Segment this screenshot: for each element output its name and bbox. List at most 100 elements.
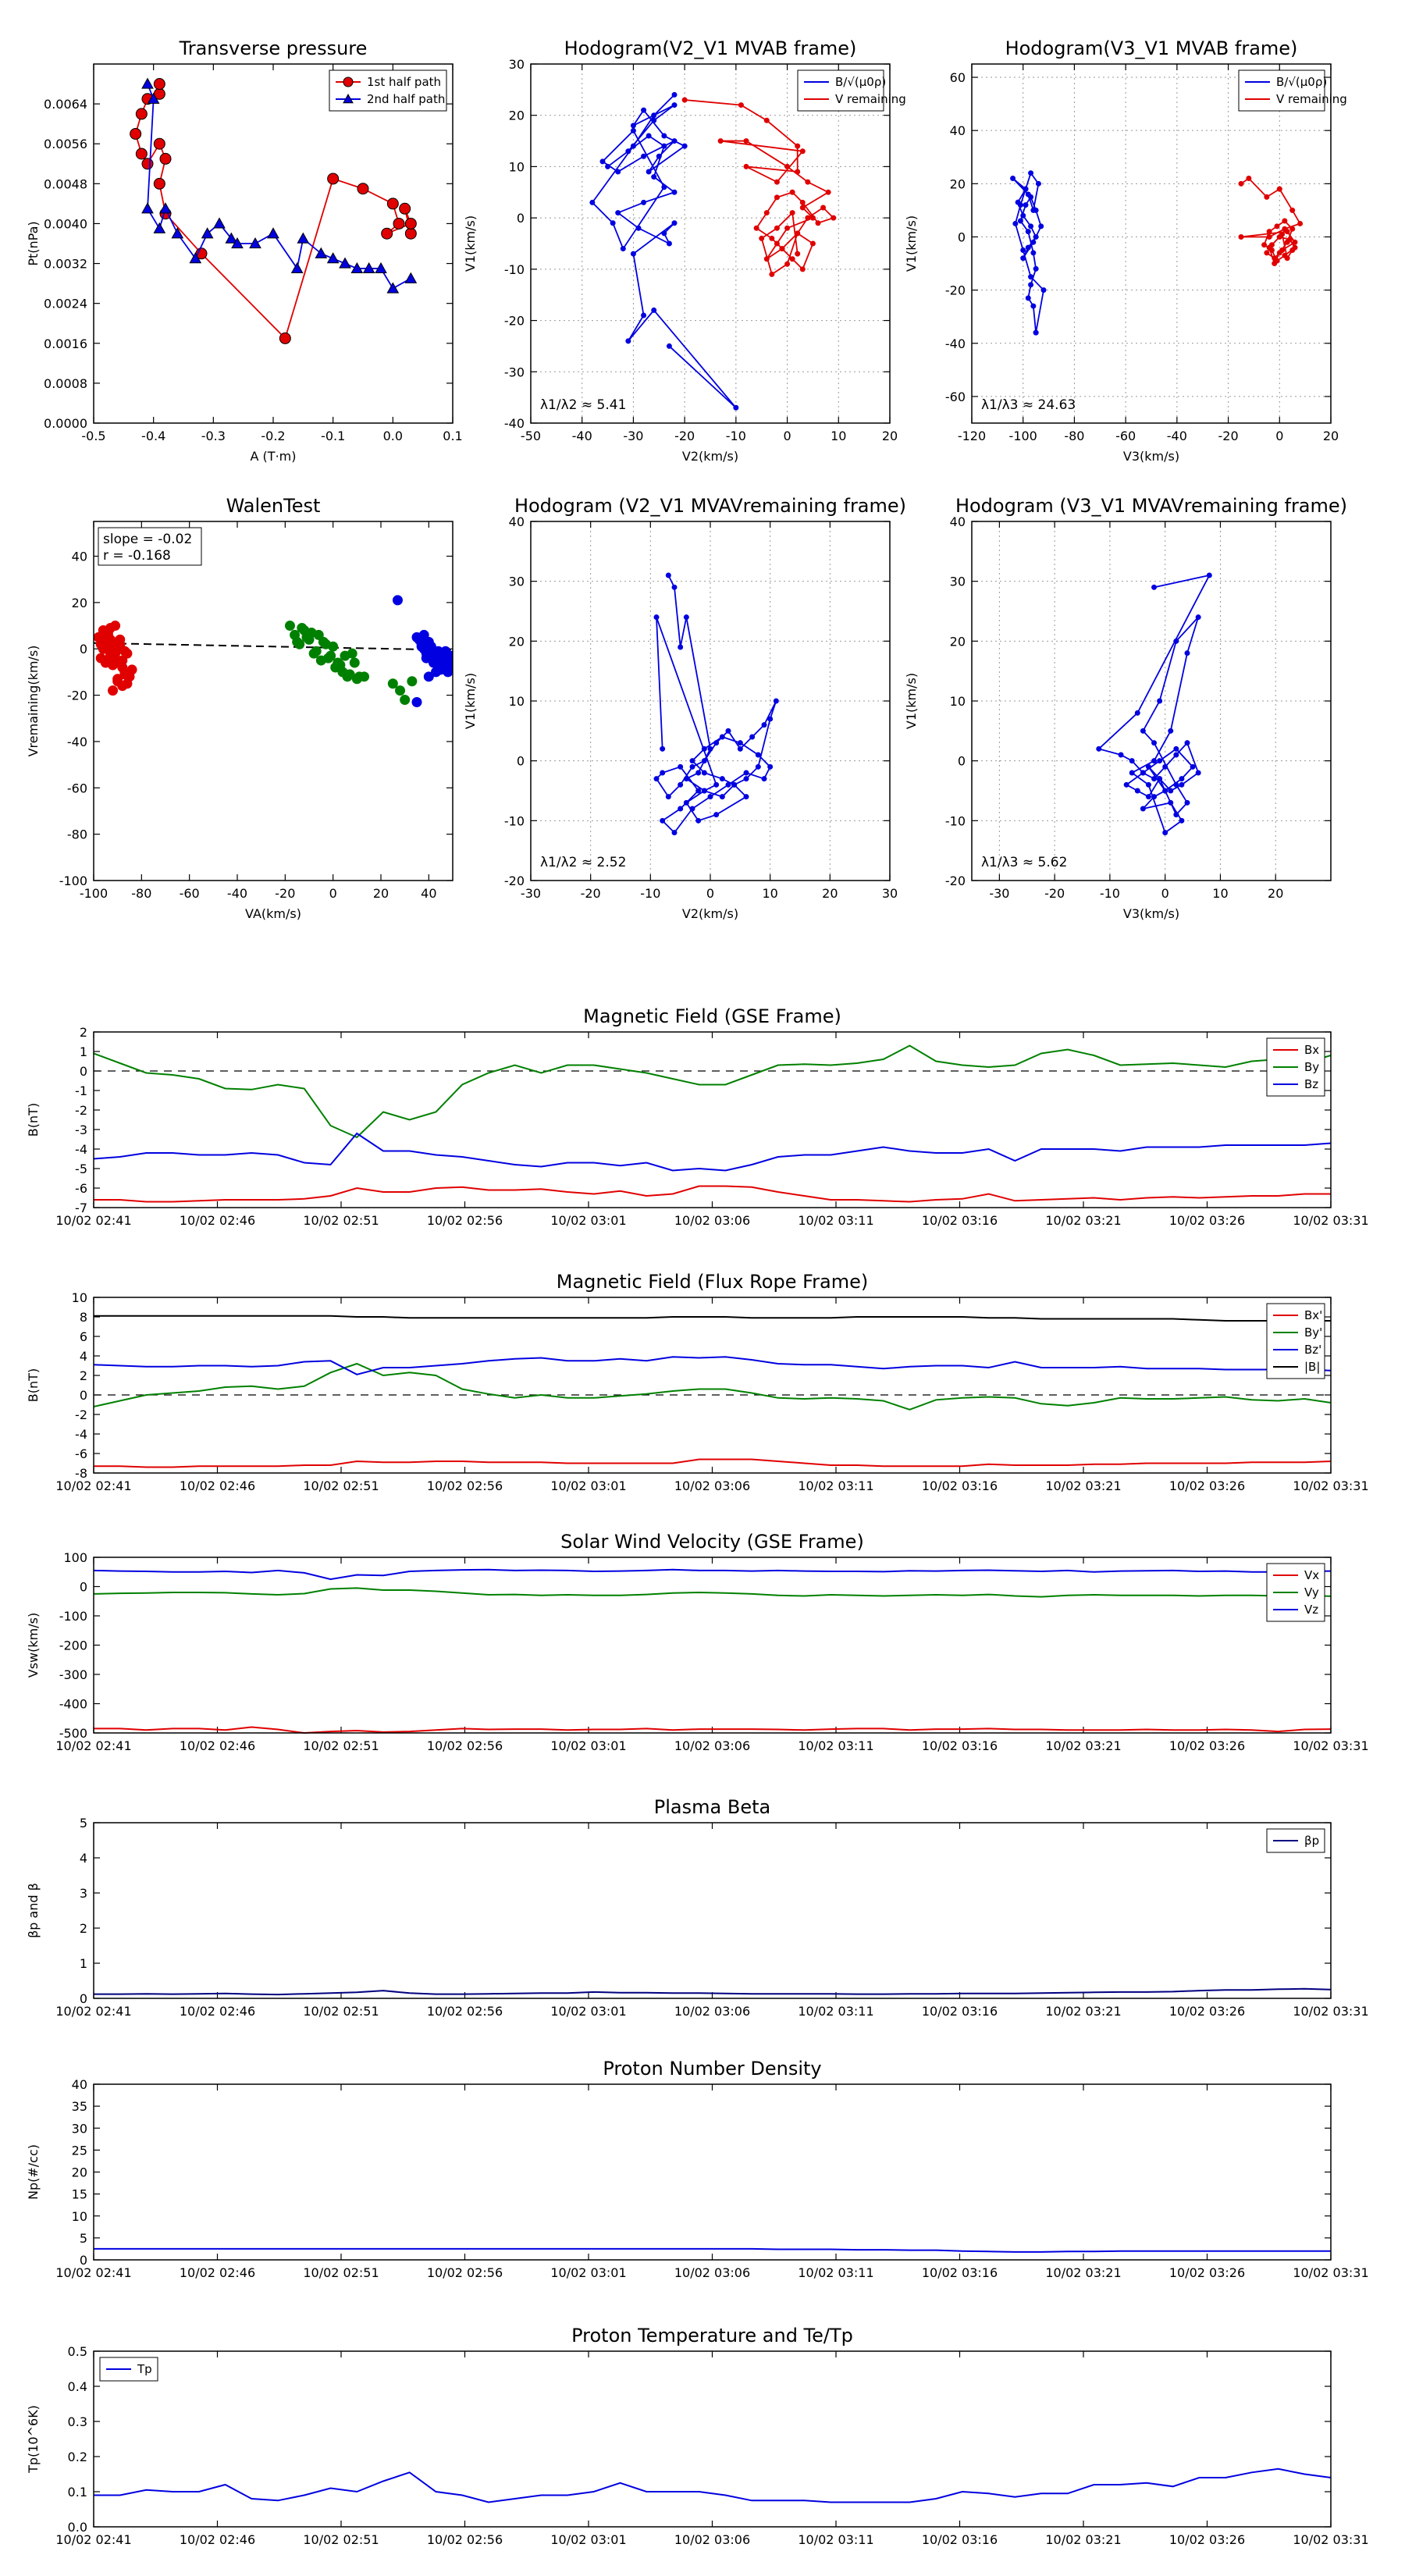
data-point [646, 133, 652, 139]
x-tick-label: 10/02 03:01 [550, 1738, 626, 1753]
data-point [701, 788, 707, 794]
data-point [725, 781, 731, 788]
x-tick-label: 10/02 03:21 [1045, 2532, 1121, 2547]
data-point [671, 102, 678, 109]
data-point [395, 685, 406, 696]
y-tick-label: -20 [945, 873, 966, 888]
chart-title: Plasma Beta [654, 1796, 770, 1818]
data-point [653, 776, 660, 782]
x-tick-label: 10/02 03:21 [1045, 1478, 1121, 1493]
data-point [651, 174, 657, 180]
legend-label: Tp [137, 2362, 152, 2376]
data-point [625, 148, 631, 155]
stats-label: slope = -0.02 [103, 532, 192, 547]
data-point [661, 133, 667, 139]
data-point [809, 215, 816, 221]
x-tick-label: -60 [1115, 429, 1136, 443]
chart-title: Transverse pressure [179, 37, 368, 59]
data-point [1025, 295, 1031, 301]
data-point [418, 629, 429, 640]
y-tick-label: 10 [72, 2209, 87, 2224]
data-point [651, 307, 657, 313]
data-point [1190, 763, 1196, 770]
x-tick-label: -10 [640, 886, 660, 901]
data-point [1173, 752, 1179, 758]
x-tick-label: 10/02 03:11 [798, 2004, 873, 2019]
data-point [799, 205, 806, 211]
x-tick-label: 10/02 03:06 [674, 2265, 750, 2280]
data-point [1184, 650, 1190, 656]
data-point [666, 240, 672, 247]
legend-box [797, 69, 884, 112]
data-point [1173, 781, 1179, 788]
data-point [831, 215, 837, 221]
eigen-ratio-label: λ1/λ3 ≈ 24.63 [981, 397, 1076, 413]
y-tick-label: -10 [504, 813, 525, 828]
data-point [1023, 186, 1029, 192]
y-tick-label: -400 [59, 1697, 87, 1712]
y-tick-label: -500 [59, 1726, 87, 1741]
x-tick-label: 0.0 [383, 429, 403, 443]
data-point [105, 646, 116, 656]
y-tick-label: 100 [63, 1550, 87, 1565]
legend-label: 1st half path [367, 75, 441, 89]
y-tick-label: -7 [75, 1201, 87, 1215]
data-point [671, 138, 678, 144]
plot-frame [93, 2350, 1332, 2528]
x-tick-label: 10/02 03:06 [674, 2532, 750, 2547]
data-point [661, 184, 667, 190]
chart-bfr: Magnetic Field (Flux Rope Frame) B(nT) -8 -… [26, 1271, 1369, 1493]
chart-beta: Plasma Beta βp and β 0 1 2 3 4 5 10/02 02:41 10/0… [26, 1796, 1369, 2019]
data-point [738, 102, 744, 109]
data-point [743, 794, 749, 800]
data-point [153, 177, 165, 190]
x-tick-label: 10/02 03:31 [1293, 1213, 1368, 1228]
plot-frame [93, 2083, 1332, 2261]
legend-label: Bz' [1304, 1343, 1321, 1357]
data-point [159, 202, 172, 214]
y-tick-label: 4 [80, 1851, 87, 1866]
y-tick-label: -5 [75, 1162, 87, 1176]
data-point [681, 97, 688, 103]
data-point [1157, 758, 1163, 764]
data-point [660, 817, 666, 824]
data-point [1195, 614, 1201, 621]
data-point [1184, 799, 1190, 806]
series-line [93, 1362, 1332, 1411]
data-point [153, 137, 165, 150]
x-tick-label: 10/02 03:26 [1169, 1213, 1245, 1228]
data-point [292, 636, 303, 647]
data-point [678, 806, 684, 812]
y-axis-label: B(nT) [26, 1103, 41, 1137]
chart-vsw: Solar Wind Velocity (GSE Frame) Vsw(km/s)… [26, 1531, 1369, 1753]
data-point [695, 788, 702, 794]
plot-area [589, 91, 837, 411]
data-point [719, 794, 725, 800]
data-point [755, 763, 761, 770]
chart-title: Magnetic Field (GSE Frame) [583, 1005, 841, 1027]
data-point [689, 806, 695, 812]
data-point [767, 716, 774, 722]
series-line [94, 1987, 1332, 1996]
y-tick-label: -40 [504, 416, 525, 431]
data-point [755, 752, 761, 758]
data-point [1140, 806, 1146, 812]
plot-frame [93, 521, 454, 881]
x-tick-label: 10/02 03:21 [1045, 1738, 1121, 1753]
x-tick-label: 10/02 02:51 [303, 2265, 379, 2280]
data-point [141, 158, 154, 170]
data-point [1028, 170, 1034, 176]
y-tick-label: 0.4 [68, 2379, 87, 2394]
data-point [646, 169, 652, 175]
data-point [1162, 830, 1168, 836]
y-tick-label: -10 [504, 262, 525, 277]
data-point [695, 770, 702, 776]
x-tick-label: -0.2 [261, 429, 285, 443]
data-point [1151, 758, 1158, 764]
x-tick-label: 10/02 02:41 [55, 1738, 131, 1753]
data-point [1028, 223, 1034, 229]
x-tick-label: 10/02 03:01 [550, 2532, 626, 2547]
y-tick-label: 0 [80, 2253, 87, 2268]
y-tick-label: 10 [509, 159, 525, 174]
y-tick-label: 30 [509, 575, 525, 589]
